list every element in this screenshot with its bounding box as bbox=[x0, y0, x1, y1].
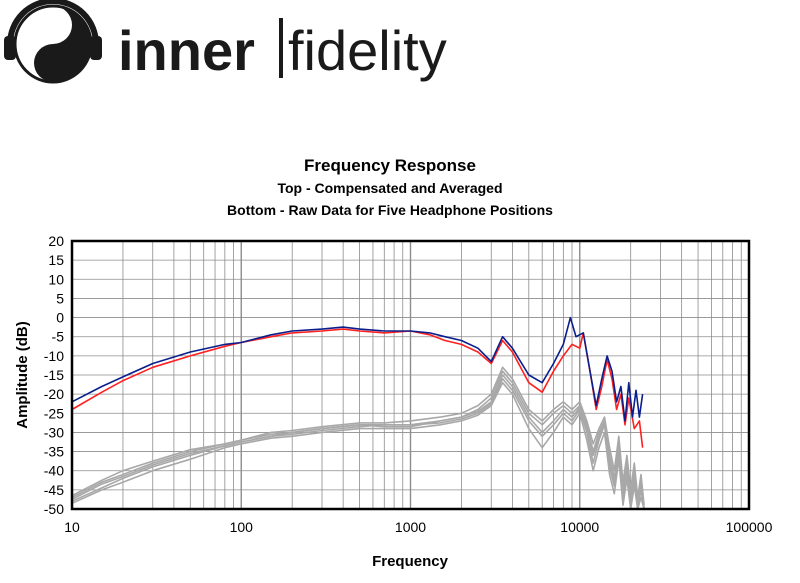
x-tick-label: 100 bbox=[230, 519, 254, 535]
x-tick-label: 100000 bbox=[726, 519, 773, 535]
x-tick-label: 10 bbox=[64, 519, 80, 535]
chart-subtitle-top: Top - Compensated and Averaged bbox=[277, 180, 503, 196]
y-tick-label: 5 bbox=[56, 290, 64, 306]
y-tick-label: -25 bbox=[44, 405, 64, 421]
x-axis-label: Frequency bbox=[372, 553, 449, 570]
y-axis-label: Amplitude (dB) bbox=[14, 321, 31, 428]
y-tick-label: -40 bbox=[44, 463, 64, 479]
y-tick-label: -20 bbox=[44, 386, 64, 402]
y-tick-label: -35 bbox=[44, 444, 64, 460]
red-compensated-line bbox=[71, 328, 644, 448]
logo-word-inner: inner bbox=[118, 19, 255, 82]
y-tick-label: 15 bbox=[48, 252, 64, 268]
chart-title: Frequency Response bbox=[304, 156, 476, 175]
raw-data-line bbox=[71, 366, 645, 506]
y-tick-label: -10 bbox=[44, 348, 64, 364]
plot-frame bbox=[70, 239, 751, 511]
y-tick-labels: 20 15 10 5 0 -5 -10 -15 -20 -25 -30 -35 -40 -45 -50 bbox=[44, 233, 64, 517]
y-tick-label: 10 bbox=[48, 271, 64, 287]
y-tick-label: -30 bbox=[44, 424, 64, 440]
blue-compensated-line bbox=[71, 316, 644, 422]
raw-data-line bbox=[71, 374, 645, 510]
x-tick-labels: 10 100 1000 10000 100000 bbox=[64, 519, 772, 535]
yin-yang-headphone-icon bbox=[4, 0, 102, 84]
y-tick-label: 0 bbox=[56, 310, 64, 326]
chart-grid bbox=[72, 240, 749, 510]
innerfidelity-logo: inner fidelity bbox=[4, 0, 447, 84]
logo-divider bbox=[279, 18, 283, 78]
y-tick-label: -50 bbox=[44, 501, 64, 517]
raw-data-line bbox=[71, 381, 645, 510]
chart-subtitle-bottom: Bottom - Raw Data for Five Headphone Pos… bbox=[227, 202, 553, 218]
y-tick-label: -5 bbox=[52, 329, 65, 345]
y-tick-label: -15 bbox=[44, 367, 64, 383]
logo-word-fidelity: fidelity bbox=[288, 19, 447, 82]
frequency-response-chart: 20 15 10 5 0 -5 -10 -15 -20 -25 -30 -35 -40 -45 -50 10… bbox=[14, 233, 773, 570]
y-tick-label: 20 bbox=[48, 233, 64, 249]
x-tick-label: 10000 bbox=[560, 519, 599, 535]
x-tick-label: 1000 bbox=[395, 519, 426, 535]
y-tick-label: -45 bbox=[44, 482, 64, 498]
chart-series bbox=[71, 316, 645, 510]
raw-data-line bbox=[71, 370, 645, 510]
